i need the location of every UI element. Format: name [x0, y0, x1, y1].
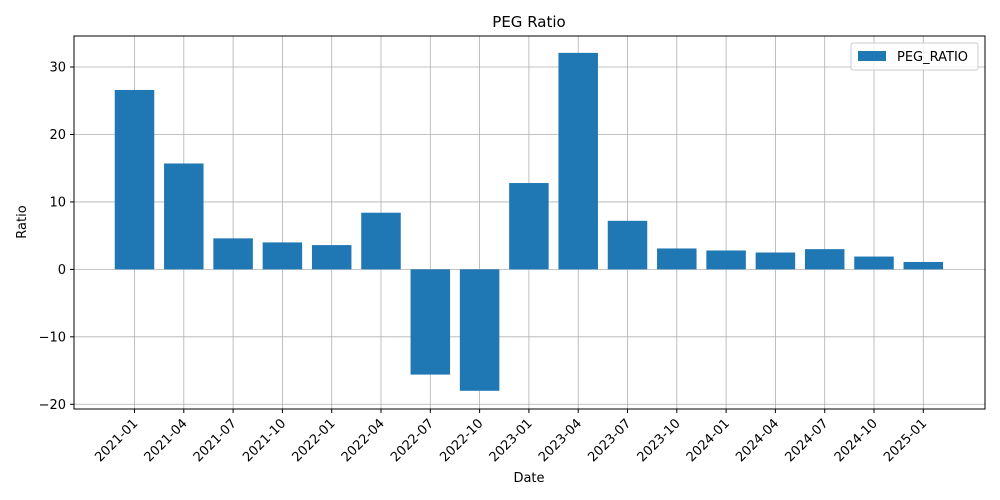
x-tick-label: 2023-10 — [635, 416, 684, 465]
x-tick-label: 2021-07 — [191, 416, 240, 465]
bars — [114, 52, 944, 391]
x-tick-label: 2021-04 — [142, 416, 191, 465]
bar — [804, 249, 845, 270]
bar — [164, 163, 204, 270]
bar — [755, 252, 796, 270]
y-tick-label: 20 — [49, 128, 66, 143]
x-tick-label: 2022-07 — [388, 416, 437, 465]
x-axis: 2021-01 2021-04 2021-07 2021-10 2022-01 2022-… — [92, 409, 930, 465]
x-tick-label: 2022-04 — [339, 416, 388, 465]
bar — [558, 52, 598, 270]
bar — [509, 183, 549, 270]
x-tick-label: 2021-10 — [240, 416, 289, 465]
x-tick-label: 2023-04 — [536, 416, 585, 465]
bar — [410, 269, 451, 375]
legend: PEG_RATIO — [850, 42, 979, 71]
y-axis-label: Ratio — [15, 205, 30, 238]
y-tick-label: 0 — [58, 263, 66, 278]
bar — [361, 212, 401, 270]
x-tick-label: 2024-04 — [733, 416, 782, 465]
plot-frame — [73, 35, 986, 410]
bar — [114, 89, 155, 270]
legend-box — [850, 42, 979, 71]
y-tick-label: 10 — [49, 195, 66, 210]
chart-title: PEG Ratio — [492, 13, 565, 31]
x-tick-label: 2023-07 — [585, 416, 634, 465]
bar — [903, 261, 944, 270]
bar — [706, 250, 746, 270]
x-tick-label: 2025-01 — [881, 416, 930, 465]
x-axis-label: Date — [513, 471, 544, 486]
bar — [607, 220, 648, 270]
x-tick-label: 2022-10 — [437, 416, 486, 465]
bar — [657, 248, 697, 270]
y-axis: −20 −10 0 10 20 30 — [39, 61, 74, 413]
x-tick-label: 2024-07 — [783, 416, 832, 465]
bar — [311, 245, 352, 270]
bar — [854, 256, 894, 270]
bar — [213, 238, 253, 270]
y-tick-label: −20 — [39, 398, 66, 413]
x-tick-label: 2021-01 — [92, 416, 141, 465]
bar — [459, 269, 500, 391]
x-tick-label: 2024-01 — [684, 416, 733, 465]
legend-label: PEG_RATIO — [897, 50, 968, 65]
y-tick-label: −10 — [39, 330, 66, 345]
y-tick-label: 30 — [49, 61, 66, 76]
x-tick-label: 2023-01 — [487, 416, 536, 465]
x-tick-label: 2024-10 — [832, 416, 881, 465]
legend-swatch — [858, 51, 886, 61]
bar — [262, 242, 303, 270]
x-tick-label: 2022-01 — [290, 416, 339, 465]
